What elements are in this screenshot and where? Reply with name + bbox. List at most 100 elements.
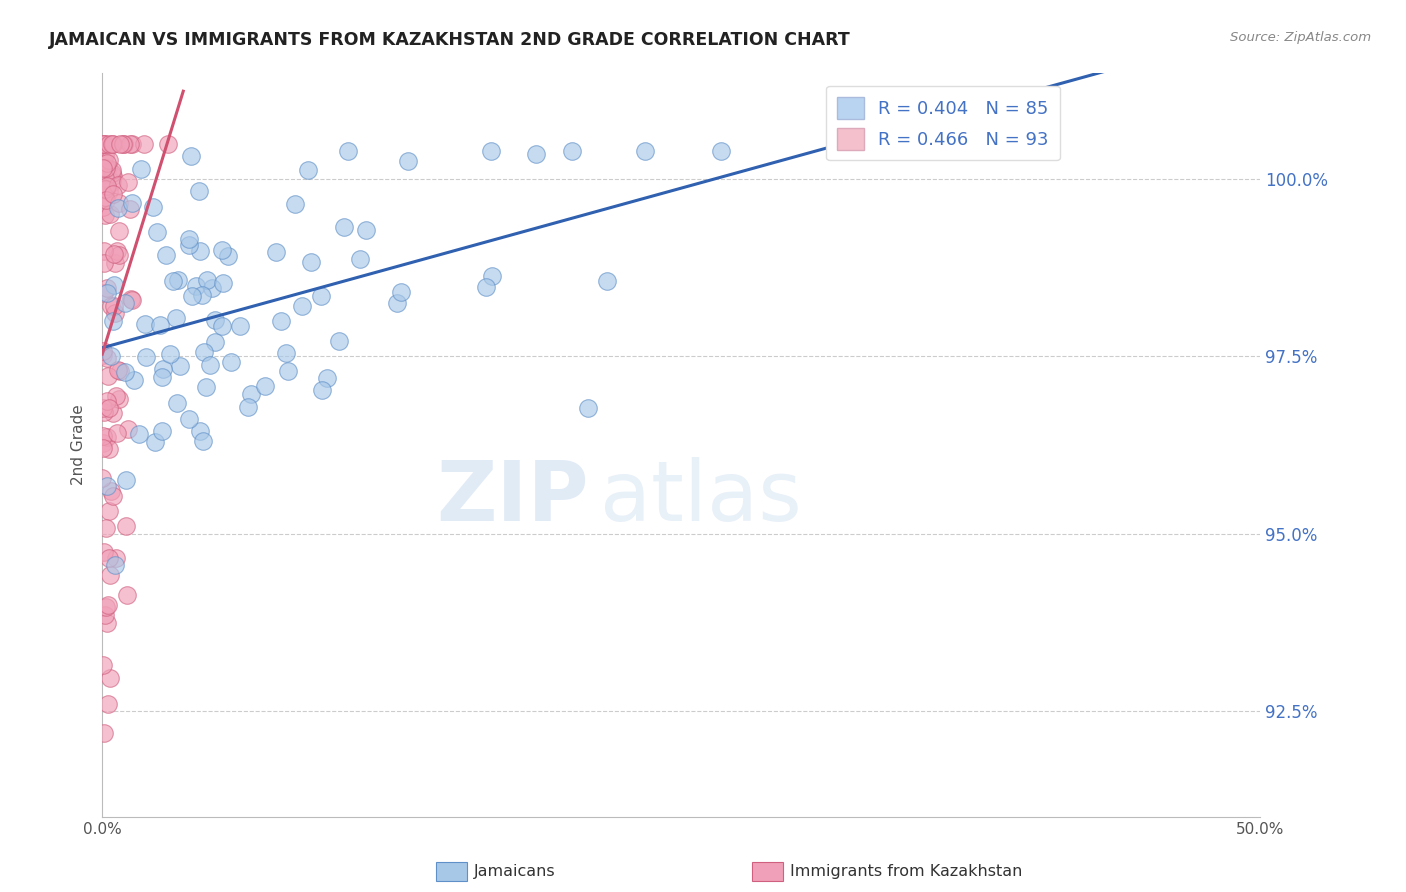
- Point: [155, 248, 177, 262]
- Point: [169, 359, 191, 374]
- Point: [219, 355, 242, 369]
- Point: [97, 598, 120, 612]
- Point: [200, 281, 222, 295]
- Point: [211, 276, 233, 290]
- Point: [142, 200, 165, 214]
- Point: [191, 288, 214, 302]
- Point: [134, 136, 156, 151]
- Text: Jamaicans: Jamaicans: [474, 864, 555, 879]
- Point: [103, 299, 125, 313]
- Point: [93, 435, 115, 450]
- Point: [103, 278, 125, 293]
- Point: [101, 186, 124, 201]
- Point: [96, 351, 118, 365]
- Point: [108, 364, 131, 378]
- Point: [479, 144, 502, 158]
- Text: Source: ZipAtlas.com: Source: ZipAtlas.com: [1230, 31, 1371, 45]
- Point: [239, 386, 262, 401]
- Point: [576, 401, 599, 416]
- Point: [93, 244, 115, 258]
- Point: [181, 289, 204, 303]
- Point: [93, 148, 115, 162]
- Point: [385, 296, 408, 310]
- Point: [93, 136, 115, 151]
- Point: [115, 474, 138, 488]
- Point: [595, 273, 617, 287]
- Point: [96, 178, 118, 193]
- Text: JAMAICAN VS IMMIGRANTS FROM KAZAKHSTAN 2ND GRADE CORRELATION CHART: JAMAICAN VS IMMIGRANTS FROM KAZAKHSTAN 2…: [49, 31, 851, 49]
- Point: [121, 196, 143, 211]
- Point: [561, 144, 583, 158]
- Point: [299, 255, 322, 269]
- Point: [96, 394, 118, 409]
- Point: [112, 136, 135, 151]
- Point: [328, 334, 350, 349]
- Point: [211, 243, 233, 257]
- Point: [97, 136, 120, 151]
- Point: [93, 545, 115, 559]
- Point: [146, 226, 169, 240]
- Point: [284, 197, 307, 211]
- Point: [104, 389, 127, 403]
- Point: [121, 293, 143, 307]
- Point: [481, 269, 503, 284]
- Text: ZIP: ZIP: [436, 457, 589, 538]
- Point: [96, 193, 118, 207]
- Point: [336, 144, 359, 158]
- Point: [91, 401, 114, 416]
- Point: [93, 285, 115, 300]
- Point: [217, 249, 239, 263]
- Point: [107, 196, 129, 211]
- Point: [270, 314, 292, 328]
- Point: [710, 144, 733, 158]
- Point: [115, 588, 138, 602]
- Point: [117, 175, 139, 189]
- Point: [159, 347, 181, 361]
- Point: [184, 278, 207, 293]
- Point: [93, 726, 115, 740]
- Text: Immigrants from Kazakhstan: Immigrants from Kazakhstan: [790, 864, 1022, 879]
- Point: [94, 182, 117, 196]
- Point: [276, 345, 298, 359]
- Point: [333, 220, 356, 235]
- Point: [316, 371, 339, 385]
- Point: [93, 200, 115, 214]
- Point: [93, 136, 115, 151]
- Point: [91, 153, 114, 167]
- Point: [150, 369, 173, 384]
- Point: [118, 136, 141, 151]
- Point: [107, 362, 129, 376]
- Point: [103, 169, 125, 184]
- Point: [193, 345, 215, 359]
- Point: [93, 256, 115, 270]
- Point: [177, 232, 200, 246]
- Point: [91, 429, 114, 443]
- Point: [96, 479, 118, 493]
- Point: [177, 237, 200, 252]
- Point: [96, 285, 118, 300]
- Point: [93, 161, 115, 176]
- Point: [128, 426, 150, 441]
- Point: [100, 349, 122, 363]
- Point: [108, 224, 131, 238]
- Point: [134, 318, 156, 332]
- Point: [96, 155, 118, 169]
- Point: [291, 299, 314, 313]
- Point: [118, 202, 141, 217]
- Point: [94, 521, 117, 535]
- Point: [96, 281, 118, 295]
- Point: [634, 144, 657, 158]
- Point: [150, 425, 173, 439]
- Point: [94, 136, 117, 151]
- Point: [97, 184, 120, 198]
- Point: [96, 181, 118, 195]
- Point: [117, 422, 139, 436]
- Point: [309, 289, 332, 303]
- Point: [124, 373, 146, 387]
- Point: [108, 136, 131, 151]
- Point: [107, 178, 129, 193]
- Point: [152, 362, 174, 376]
- Point: [96, 430, 118, 444]
- Point: [108, 248, 131, 262]
- Point: [100, 136, 122, 151]
